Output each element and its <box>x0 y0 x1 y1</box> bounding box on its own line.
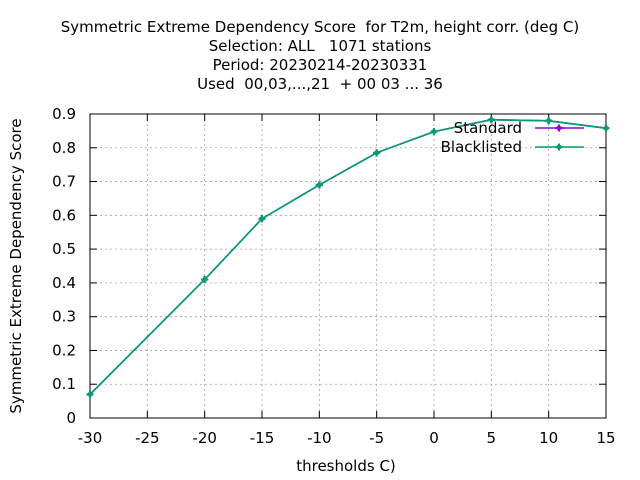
legend-marker-dot <box>556 125 562 131</box>
title-line-2: Selection: ALL 1071 stations <box>208 37 432 55</box>
y-tick-label: 0.7 <box>52 173 76 191</box>
x-tick-label: -30 <box>78 429 103 447</box>
y-tick-label: 0.5 <box>52 240 76 258</box>
data-point-dot <box>316 182 322 188</box>
x-tick-label: -25 <box>135 429 160 447</box>
data-point-dot <box>488 117 494 123</box>
legend-marker-dot <box>556 144 562 150</box>
x-axis-label: thresholds C) <box>296 457 396 475</box>
x-tick-label: -5 <box>369 429 384 447</box>
y-tick-label: 0.4 <box>52 274 76 292</box>
legend-label: Standard <box>454 119 522 137</box>
data-point-dot <box>259 216 265 222</box>
data-point-dot <box>374 150 380 156</box>
data-point-dot <box>546 118 552 124</box>
series-group <box>86 116 610 398</box>
data-point-dot <box>603 125 609 131</box>
axis-ticks: -30 -25 -20 -15 -10 -5 0 5 10 15 0 0.1 0.2 0.3 0.4 0.5 0… <box>52 105 615 447</box>
x-tick-label: 5 <box>487 429 497 447</box>
y-tick-label: 0.6 <box>52 206 76 224</box>
y-tick-label: 0.8 <box>52 139 76 157</box>
y-tick-label: 0.3 <box>52 308 76 326</box>
y-tick-label: 0 <box>66 409 76 427</box>
series-line <box>89 118 607 395</box>
data-point-dot <box>202 277 208 282</box>
y-tick-label: 0.9 <box>52 105 76 123</box>
title-line-4: Used 00,03,...,21 + 00 03 ... 36 <box>197 75 443 93</box>
x-tick-label: -15 <box>250 429 275 447</box>
legend-label: Blacklisted <box>441 138 522 156</box>
x-tick-label: 15 <box>596 429 615 447</box>
title-line-3: Period: 20230214-20230331 <box>212 56 428 74</box>
title-line-1: Symmetric Extreme Dependency Score for T… <box>60 18 580 36</box>
x-tick-label: -20 <box>192 429 217 447</box>
y-axis-label: Symmetric Extreme Dependency Score <box>7 118 25 413</box>
x-tick-label: 10 <box>539 429 558 447</box>
data-point-dot <box>87 391 93 397</box>
plot-frame <box>89 113 607 419</box>
data-point-dot <box>431 129 437 134</box>
series-1 <box>86 116 610 398</box>
series-line <box>89 118 607 395</box>
x-tick-label: 0 <box>429 429 439 447</box>
x-tick-label: -10 <box>307 429 332 447</box>
y-tick-label: 0.2 <box>52 341 76 359</box>
series-2 <box>86 116 610 398</box>
y-tick-label: 0.1 <box>52 375 76 393</box>
grid-lines <box>90 114 606 418</box>
